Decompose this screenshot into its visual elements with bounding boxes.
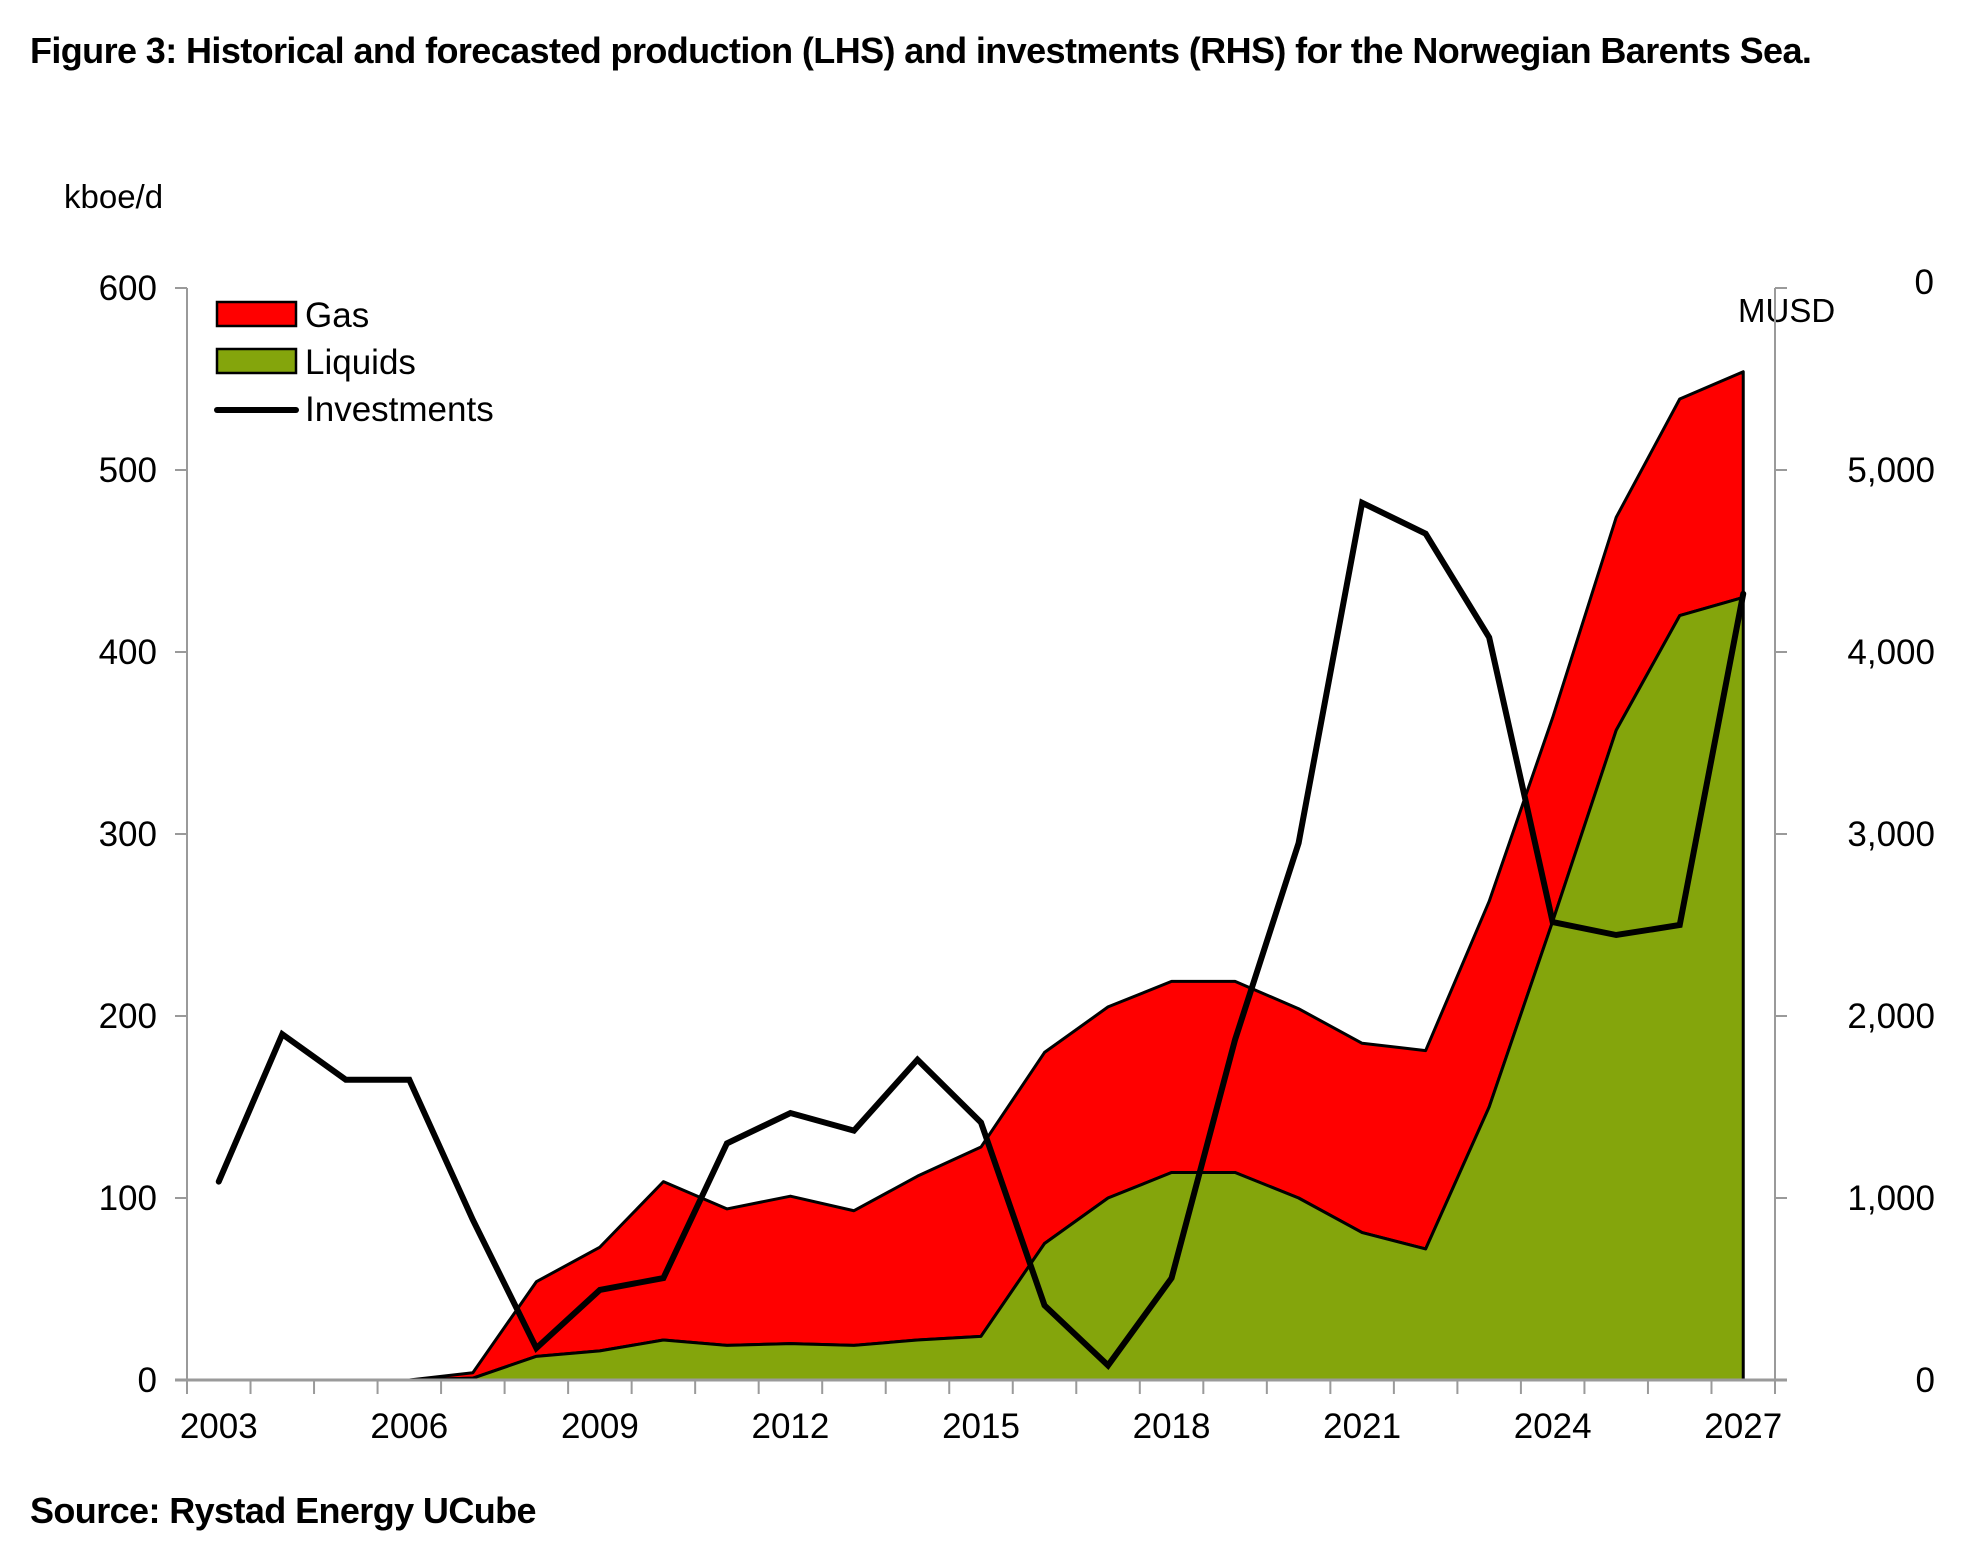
right-y-tick-label: 0 [1915, 263, 1934, 302]
x-tick-label: 2021 [1323, 1407, 1401, 1446]
right-axis-unit-label: MUSD [1738, 292, 1836, 329]
right-y-tick-label: 5,000 [1847, 451, 1935, 490]
legend-label-investments: Investments [305, 390, 494, 429]
right-y-tick-label: 2,000 [1847, 997, 1935, 1036]
legend-label-liquids: Liquids [305, 343, 416, 382]
axes-layer: 0 100 200 300 400 500 600 0 1,000 2,000 3,000 4,000… [99, 263, 1935, 1446]
line-layer [215, 498, 1747, 1370]
left-y-tick-label: 600 [99, 269, 157, 308]
right-y-tick-label: 4,000 [1847, 633, 1935, 672]
right-y-tick-label: 3,000 [1847, 815, 1935, 854]
left-y-tick-label: 200 [99, 997, 157, 1036]
liquids-area [217, 595, 1745, 1382]
source-note: Source: Rystad Energy UCube [30, 1490, 537, 1531]
left-y-tick-label: 400 [99, 633, 157, 672]
right-y-tick-label: 1,000 [1847, 1179, 1935, 1218]
x-tick-label: 2027 [1704, 1407, 1782, 1446]
legend-label-gas: Gas [305, 296, 369, 335]
right-y-tick-label: 0 [1916, 1361, 1935, 1400]
x-tick-label: 2003 [180, 1407, 258, 1446]
left-y-tick-label: 0 [138, 1361, 157, 1400]
x-tick-label: 2012 [752, 1407, 830, 1446]
legend-swatch-gas [215, 300, 298, 328]
chart-title: Figure 3: Historical and forecasted prod… [30, 30, 1812, 71]
left-y-tick-label: 100 [99, 1179, 157, 1218]
area-layer [217, 370, 1745, 1382]
x-tick-label: 2006 [370, 1407, 448, 1446]
x-tick-label: 2018 [1133, 1407, 1211, 1446]
left-axis-unit-label: kboe/d [64, 178, 164, 215]
left-y-tick-label: 500 [99, 451, 157, 490]
left-y-tick-label: 300 [99, 815, 157, 854]
legend: Gas Liquids Investments [214, 296, 494, 429]
legend-swatch-liquids [215, 347, 298, 375]
investments-line [215, 498, 1747, 1370]
x-tick-label: 2015 [942, 1407, 1020, 1446]
x-tick-label: 2024 [1514, 1407, 1592, 1446]
x-tick-label: 2009 [561, 1407, 639, 1446]
